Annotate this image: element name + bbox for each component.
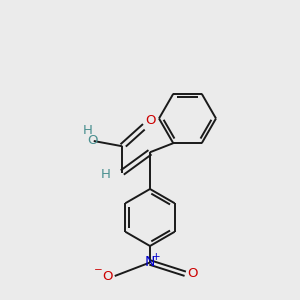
Text: O: O xyxy=(188,267,198,280)
Text: O: O xyxy=(102,269,112,283)
Text: N: N xyxy=(145,256,155,269)
Text: H: H xyxy=(101,167,111,181)
Text: O: O xyxy=(87,134,98,148)
Text: −: − xyxy=(94,265,103,275)
Text: H: H xyxy=(83,124,93,137)
Text: +: + xyxy=(152,251,161,262)
Text: O: O xyxy=(146,113,156,127)
